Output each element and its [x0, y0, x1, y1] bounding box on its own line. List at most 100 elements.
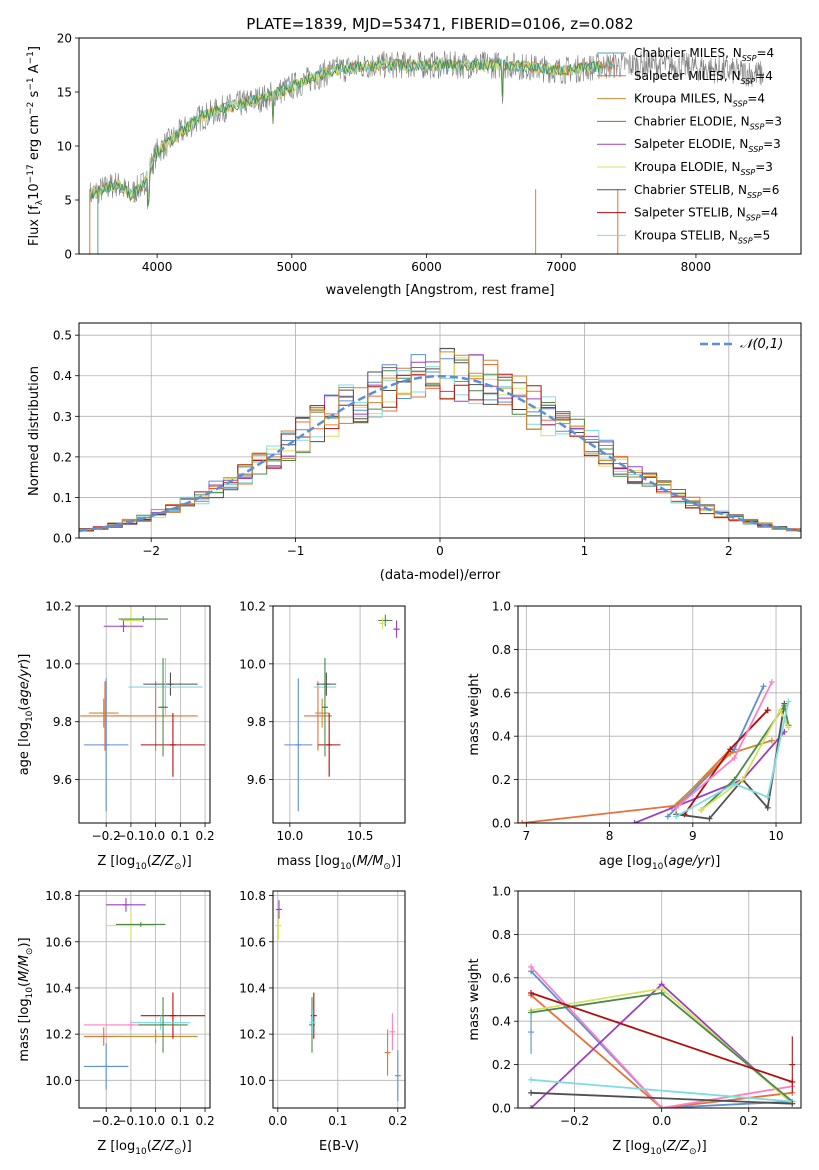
- y-axis-label: mass weight: [467, 958, 482, 1040]
- y-tick-label: 0.5: [53, 329, 72, 343]
- series-marker: [519, 820, 526, 823]
- x-axis-label: E(B-V): [319, 1139, 359, 1154]
- legend-entry: Kroupa MILES, NSSP=4: [634, 92, 765, 109]
- axes-frame: [272, 605, 406, 824]
- y-tick-label: 10.4: [239, 981, 266, 995]
- x-axis-label: wavelength [Angstrom, rest frame]: [326, 283, 555, 298]
- x-tick-label: 0.1: [171, 829, 190, 843]
- y-ticks: 10.0 10.2 10.4 10.6 10.8: [45, 889, 210, 1088]
- x-ticks: −0.2−0.1 0.0 0.1 0.2: [92, 891, 215, 1128]
- x-axis-label: (data-model)/error: [380, 568, 501, 583]
- x-tick-label: 9: [689, 829, 697, 843]
- y-tick-label: 0.8: [492, 643, 511, 657]
- x-axis-label: Z [log10(Z/Z⊙)]: [97, 1139, 191, 1157]
- data-point: [103, 620, 144, 633]
- data-point: [113, 681, 198, 751]
- data-point: [275, 911, 282, 940]
- x-ticks: 7 8 9 10: [523, 606, 784, 843]
- series-marker: [727, 746, 734, 753]
- y-tick-label: 10.2: [239, 600, 266, 614]
- x-tick-label: 6000: [411, 260, 442, 274]
- x-tick-label: 0.1: [328, 1114, 347, 1128]
- x-tick-label: −0.1: [116, 829, 145, 843]
- x-axis-label: age [log10(age/yr)]: [599, 854, 721, 872]
- y-tick-label: 9.8: [247, 715, 266, 729]
- panel-mass_weight_vs_age: 7 8 9 10 0.0 0.2 0.4 0.6 0.8 1.0 age [log10(age/yr…: [467, 600, 802, 872]
- x-ticks: 4000 5000 6000 7000 8000: [142, 254, 711, 274]
- series-line: [530, 992, 793, 1083]
- x-tick-label: 7000: [546, 260, 577, 274]
- series-lines: [519, 678, 792, 823]
- observed-spectrum: [89, 50, 764, 210]
- x-tick-label: 4000: [142, 260, 173, 274]
- y-tick-label: 10: [57, 140, 72, 154]
- y-tick-label: 10.2: [45, 1028, 72, 1042]
- y-tick-label: 15: [57, 86, 72, 100]
- data-point: [394, 1050, 401, 1102]
- x-tick-label: 0.0: [268, 1114, 287, 1128]
- series-marker: [528, 963, 535, 970]
- x-ticks: −2 −1 0 1 2: [142, 323, 733, 558]
- legend-entry: Chabrier ELODIE, NSSP=3: [634, 114, 782, 131]
- series-marker: [785, 724, 792, 731]
- x-tick-label: 8: [606, 829, 614, 843]
- series-marker: [673, 804, 680, 811]
- y-tick-label: 20: [57, 32, 72, 46]
- y-tick-label: 10.6: [45, 935, 72, 949]
- x-tick-label: 0.2: [739, 1114, 758, 1128]
- y-tick-label: 0.2: [492, 1058, 511, 1072]
- data-point: [140, 992, 206, 1039]
- y-tick-label: 10.4: [45, 981, 72, 995]
- x-tick-label: 0.1: [171, 1114, 190, 1128]
- y-tick-label: 0.6: [492, 971, 511, 985]
- y-tick-label: 0.2: [492, 773, 511, 787]
- legend: Chabrier MILES, NSSP=4 Salpeter MILES, NS…: [597, 46, 782, 245]
- data-point: [378, 614, 393, 627]
- data-point: [121, 608, 141, 633]
- axes-frame: [517, 605, 802, 824]
- x-tick-label: 10.0: [276, 829, 303, 843]
- y-tick-label: 10.8: [239, 889, 266, 903]
- series-marker: [706, 815, 713, 822]
- series-marker: [664, 813, 671, 820]
- data-point: [83, 678, 129, 812]
- data-point: [789, 1036, 796, 1093]
- x-ticks: 10.0 10.5: [276, 606, 373, 843]
- axes-frame: [78, 890, 211, 1109]
- series-line: [530, 966, 793, 1108]
- points: [83, 897, 206, 1090]
- x-ticks: −0.2 0.0 0.2: [560, 891, 758, 1128]
- series-marker: [528, 1089, 535, 1096]
- y-tick-label: 10.8: [45, 889, 72, 903]
- data-point: [310, 992, 317, 1039]
- series-marker: [731, 754, 738, 761]
- x-ticks: −0.2−0.1 0.0 0.1 0.2: [92, 606, 215, 843]
- model-spectrum: [89, 58, 602, 207]
- data-point: [106, 897, 146, 912]
- series-marker: [731, 780, 738, 787]
- y-ticks: 9.6 9.8 10.0 10.2: [239, 600, 405, 787]
- panel-age_vs_Z: −0.2−0.1 0.0 0.1 0.2 9.6 9.8 10.0 10.2 Z [log10(…: [17, 600, 215, 873]
- x-tick-label: 0.2: [196, 1114, 215, 1128]
- x-tick-label: −0.1: [116, 1114, 145, 1128]
- y-tick-label: 0.6: [492, 686, 511, 700]
- y-tick-label: 10.0: [239, 1074, 266, 1088]
- series-line: [531, 1078, 793, 1103]
- y-ticks: 0 5 10 15 20: [57, 32, 79, 262]
- data-point: [138, 997, 188, 1053]
- x-tick-label: −0.2: [92, 1114, 121, 1128]
- x-tick-label: 2: [725, 544, 733, 558]
- figure-title: PLATE=1839, MJD=53471, FIBERID=0106, z=0…: [246, 15, 633, 33]
- x-tick-label: 10: [768, 829, 783, 843]
- data-point: [303, 681, 332, 751]
- panel-residuals: −2 −1 0 1 2 0.0 0.1 0.2 0.3 0.4 0.5 (data-model)/er…: [27, 322, 802, 583]
- data-point: [118, 616, 168, 622]
- x-tick-label: −0.2: [92, 829, 121, 843]
- legend-entry: Chabrier MILES, NSSP=4: [634, 46, 774, 63]
- axes-frame: [517, 890, 802, 1109]
- axes-frame: [272, 890, 406, 1109]
- data-point: [130, 1015, 191, 1030]
- spectrum-lines: [89, 50, 764, 254]
- series-marker: [777, 707, 784, 714]
